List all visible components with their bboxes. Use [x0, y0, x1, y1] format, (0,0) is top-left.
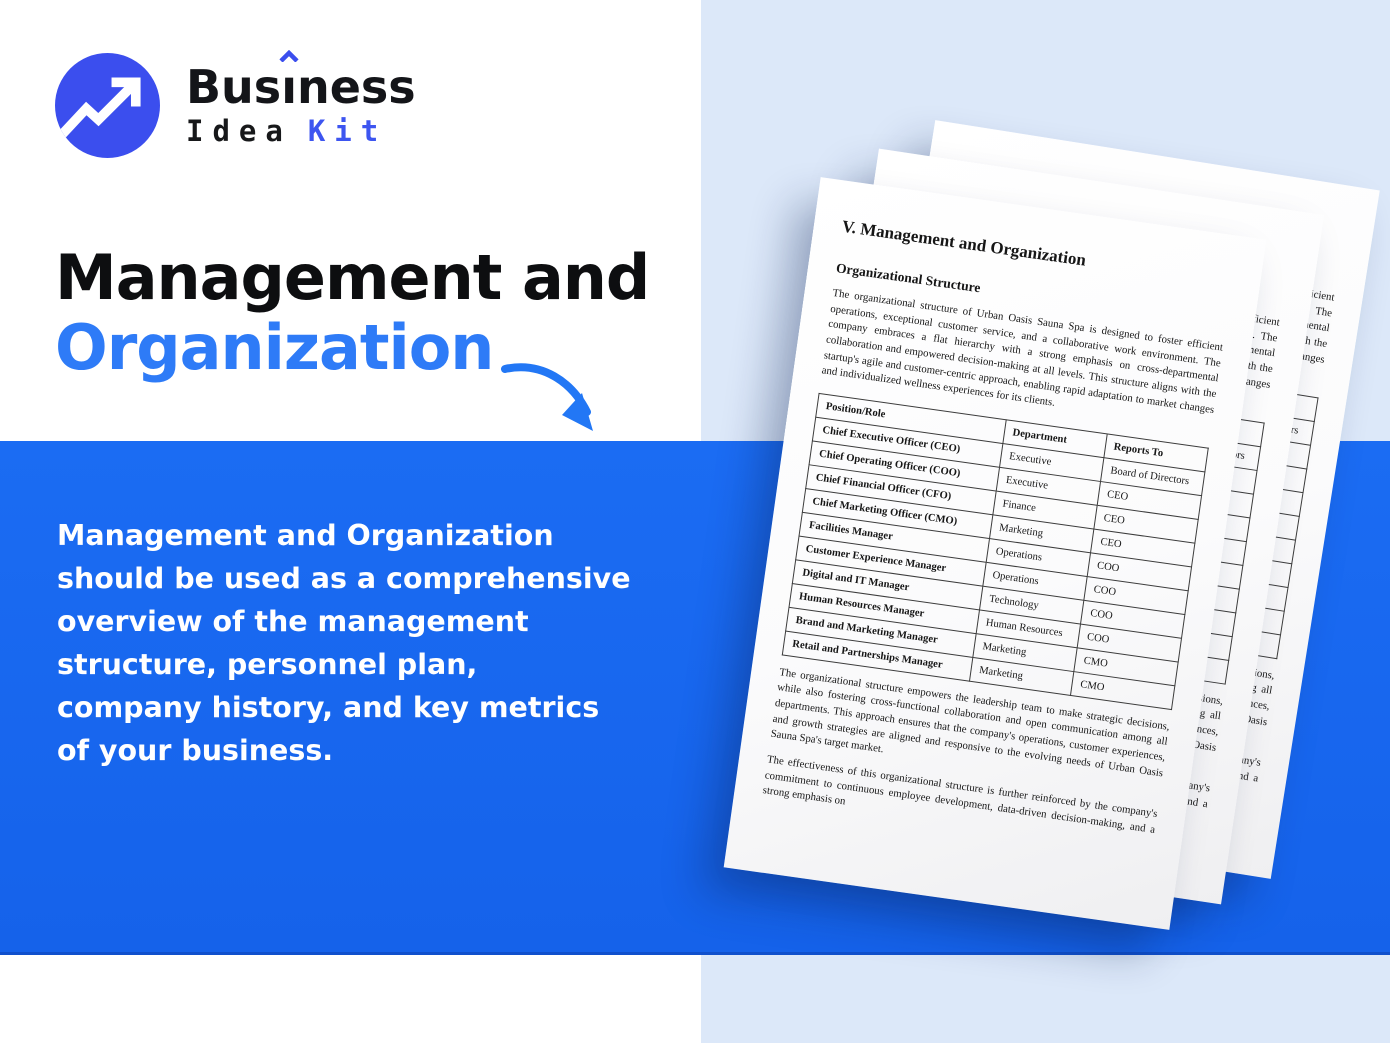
brand-name: Bus ıness	[186, 49, 416, 114]
brand-name-part: ı	[281, 59, 297, 114]
page-title-line-2: Organization	[55, 311, 494, 385]
brand-name-part: ness	[296, 59, 416, 114]
brand-wordmark: Bus ıness Idea Kit	[186, 49, 416, 148]
curved-arrow-icon	[501, 363, 593, 431]
trending-up-arrow-logo-icon	[55, 53, 160, 158]
document-page-front: V. Management and Organization Organizat…	[723, 177, 1267, 930]
page-title: Management and Organization	[55, 241, 650, 385]
brand-word-idea: Idea	[186, 114, 292, 149]
description-text: Management and Organization should be us…	[57, 518, 631, 767]
brand-logo: Bus ıness Idea Kit	[55, 49, 416, 158]
brand-word-kit: Kit	[307, 114, 388, 149]
brand-subline: Idea Kit	[186, 114, 416, 148]
brand-name-part: Bus	[186, 59, 282, 114]
org-structure-table: Position/Role Department Reports To Chie…	[782, 393, 1209, 710]
document-body: V. Management and Organization Organizat…	[731, 177, 1266, 877]
page-title-line-1: Management and	[55, 241, 650, 314]
circumflex-accent-icon	[279, 49, 299, 62]
